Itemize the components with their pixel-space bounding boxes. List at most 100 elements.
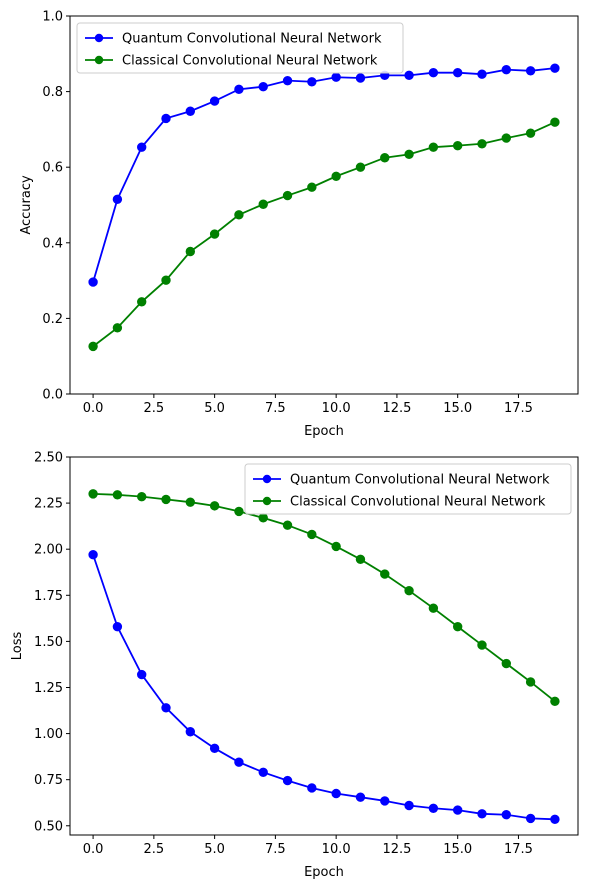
x-tick-label: 10.0 bbox=[322, 842, 351, 857]
data-point bbox=[185, 246, 196, 257]
x-axis-label: Epoch bbox=[304, 865, 344, 880]
data-point bbox=[307, 182, 317, 192]
legend-entry: Classical Convolutional Neural Network bbox=[290, 495, 546, 510]
data-point bbox=[209, 229, 220, 239]
data-point bbox=[380, 796, 390, 806]
data-point bbox=[477, 809, 487, 819]
data-point bbox=[185, 497, 196, 507]
loss-chart: 0.0 2.5 5.0 7.5 10.0 12.5 15.0 17.5 0.50 0.75 1.00… bbox=[10, 451, 579, 880]
data-point bbox=[88, 277, 98, 287]
accuracy-chart: 0.0 2.5 5.0 7.5 10.0 12.5 15.0 17.5 0.0 0.2 0.4 0.6… bbox=[19, 10, 579, 439]
data-point bbox=[209, 743, 220, 754]
data-point bbox=[307, 529, 317, 540]
y-tick-label: 0.2 bbox=[42, 312, 63, 327]
y-tick-label: 1.75 bbox=[34, 589, 63, 604]
legend: Quantum Convolutional Neural Network Clas… bbox=[76, 22, 404, 74]
legend-marker bbox=[94, 33, 104, 43]
data-point bbox=[161, 494, 171, 505]
y-tick-label: 2.00 bbox=[34, 543, 63, 558]
y-tick-label: 1.0 bbox=[42, 10, 63, 25]
y-tick-label: 0.4 bbox=[42, 236, 63, 251]
x-tick-label: 2.5 bbox=[144, 401, 165, 416]
x-tick-label: 17.5 bbox=[504, 401, 533, 416]
y-tick-label: 0.75 bbox=[34, 773, 63, 788]
data-point bbox=[161, 275, 171, 285]
y-tick-label: 1.25 bbox=[34, 681, 63, 696]
y-tick-label: 1.00 bbox=[34, 727, 63, 742]
data-point bbox=[452, 140, 463, 151]
x-tick-label: 7.5 bbox=[265, 842, 286, 857]
data-point bbox=[282, 75, 293, 86]
x-tick-label: 15.0 bbox=[443, 401, 472, 416]
data-point bbox=[161, 113, 171, 124]
data-point bbox=[525, 677, 536, 687]
y-tick-label: 2.25 bbox=[34, 497, 63, 512]
data-point bbox=[307, 77, 317, 87]
legend-entry: Classical Convolutional Neural Network bbox=[122, 54, 378, 69]
data-point bbox=[501, 64, 511, 75]
series-line-0 bbox=[92, 67, 556, 283]
data-point bbox=[137, 491, 147, 502]
data-point bbox=[331, 171, 341, 181]
data-point bbox=[282, 775, 293, 786]
data-point bbox=[331, 541, 341, 552]
data-point bbox=[137, 142, 147, 152]
legend-entry: Quantum Convolutional Neural Network bbox=[122, 32, 382, 47]
y-tick-label: 0.8 bbox=[42, 85, 63, 100]
y-axis-label: Loss bbox=[10, 632, 25, 661]
legend-box bbox=[244, 463, 572, 515]
data-point bbox=[307, 783, 317, 793]
legend-marker bbox=[262, 496, 272, 506]
data-point bbox=[452, 621, 463, 632]
data-point bbox=[525, 813, 536, 824]
data-point bbox=[282, 190, 293, 201]
data-point bbox=[258, 199, 268, 209]
data-point bbox=[137, 297, 147, 307]
data-point bbox=[550, 117, 560, 127]
series-line-1 bbox=[92, 121, 556, 348]
x-tick-label: 12.5 bbox=[382, 401, 411, 416]
data-point bbox=[550, 696, 560, 707]
data-point bbox=[501, 658, 511, 669]
x-tick-label: 17.5 bbox=[504, 842, 533, 857]
data-point bbox=[185, 106, 196, 116]
x-tick-label: 0.0 bbox=[83, 401, 104, 416]
data-point bbox=[477, 139, 487, 149]
series-line-0 bbox=[92, 554, 555, 821]
data-point bbox=[380, 569, 390, 579]
legend-box bbox=[76, 22, 404, 74]
data-point bbox=[331, 788, 341, 799]
y-axis-label: Accuracy bbox=[19, 175, 34, 235]
data-point bbox=[137, 669, 147, 680]
y-tick-label: 1.50 bbox=[34, 635, 63, 650]
x-tick-label: 7.5 bbox=[265, 401, 286, 416]
data-point bbox=[501, 810, 511, 820]
data-point bbox=[404, 149, 414, 160]
data-point bbox=[234, 757, 244, 767]
data-point bbox=[331, 72, 341, 82]
data-point bbox=[452, 68, 463, 78]
y-tick-label: 0.6 bbox=[42, 161, 63, 176]
data-point bbox=[88, 489, 98, 499]
series-line-1 bbox=[93, 492, 556, 703]
data-point bbox=[550, 814, 560, 825]
y-tick-label: 0.0 bbox=[42, 388, 63, 403]
x-tick-label: 15.0 bbox=[443, 842, 472, 857]
data-point bbox=[88, 550, 98, 560]
legend-marker bbox=[262, 474, 272, 484]
data-point bbox=[209, 501, 220, 511]
data-point bbox=[112, 194, 123, 205]
data-point bbox=[282, 520, 293, 530]
x-tick-label: 12.5 bbox=[382, 842, 411, 857]
data-point bbox=[234, 84, 244, 95]
data-point bbox=[355, 73, 366, 83]
data-point bbox=[112, 490, 123, 500]
data-point bbox=[355, 792, 366, 802]
y-tick-label: 0.50 bbox=[34, 819, 63, 834]
data-point bbox=[501, 133, 511, 143]
x-tick-label: 0.0 bbox=[83, 842, 104, 857]
plot-frame bbox=[69, 456, 579, 836]
data-point bbox=[161, 703, 171, 713]
data-point bbox=[525, 66, 536, 76]
